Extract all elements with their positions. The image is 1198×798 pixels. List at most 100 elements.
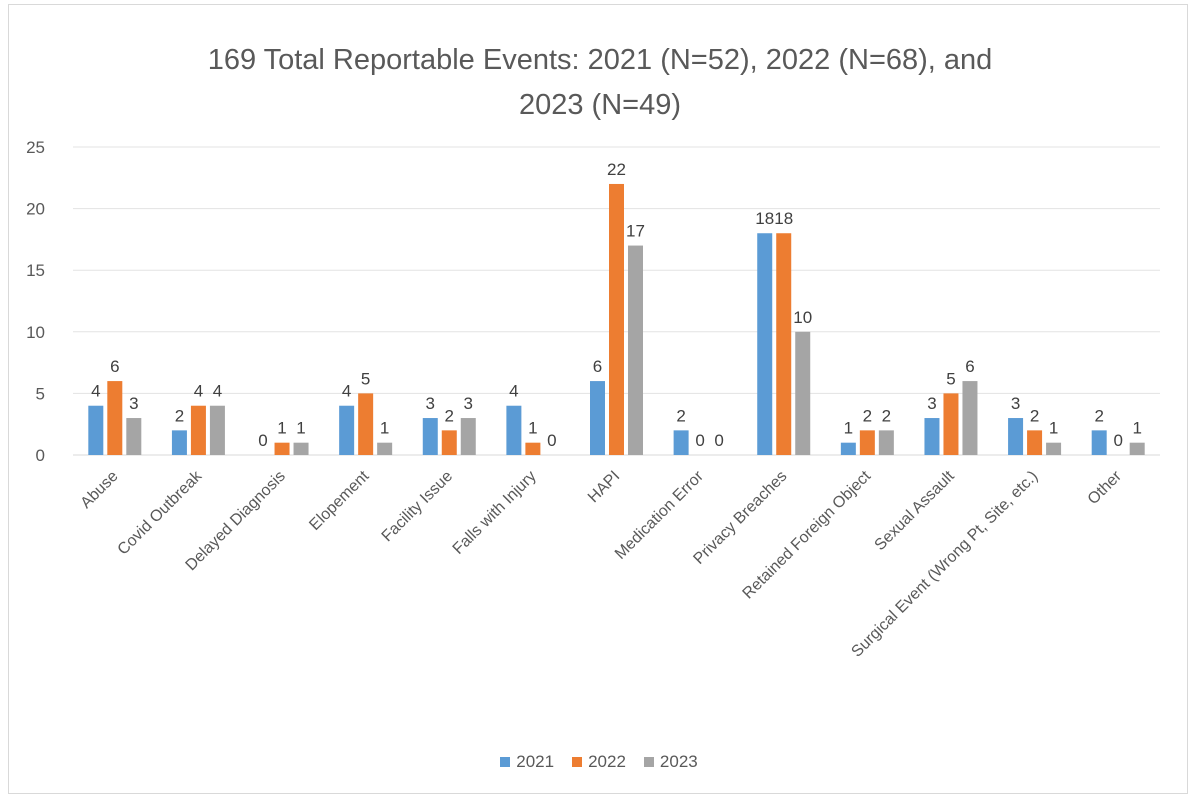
y-tick-label: 25 [26, 138, 45, 157]
category-label: Falls with Injury [450, 468, 540, 558]
bar-2023 [962, 381, 978, 455]
y-tick-label: 15 [26, 261, 45, 280]
data-label: 0 [695, 431, 704, 450]
data-label: 3 [129, 394, 138, 413]
data-label: 5 [361, 369, 370, 388]
category-label: Privacy Breaches [691, 468, 791, 568]
data-label: 0 [258, 431, 267, 450]
legend-label: 2023 [659, 752, 698, 771]
data-label: 1 [1049, 419, 1058, 438]
category-label: Elopement [306, 467, 373, 534]
bar-2021 [171, 430, 187, 455]
chart-title-line-1: 169 Total Reportable Events: 2021 (N=52)… [207, 44, 993, 76]
category-label: Sexual Assault [872, 467, 959, 554]
category-label: Covid Outbreak [115, 467, 206, 558]
data-label: 2 [882, 406, 891, 425]
bar-2021 [88, 405, 104, 455]
data-label: 4 [342, 382, 351, 401]
data-label: 6 [593, 357, 602, 376]
bar-2021 [1008, 418, 1024, 455]
data-label: 2 [445, 406, 454, 425]
bar-2023 [1129, 442, 1145, 455]
data-label: 1 [1132, 419, 1141, 438]
bar-2023 [795, 331, 811, 455]
bar-2021 [924, 418, 940, 455]
bar-2023 [1046, 442, 1062, 455]
legend-item-2021: 2021 [500, 752, 554, 772]
y-tick-label: 0 [36, 446, 45, 465]
data-label: 4 [509, 382, 518, 401]
y-tick-label: 5 [36, 384, 45, 403]
data-label: 5 [946, 369, 955, 388]
bar-2023 [628, 245, 643, 455]
data-label: 1 [380, 419, 389, 438]
data-label: 1 [277, 419, 286, 438]
category-label: Abuse [78, 468, 122, 512]
data-label: 2 [863, 406, 872, 425]
legend-item-2023: 2023 [643, 752, 698, 772]
data-label: 10 [793, 308, 812, 327]
data-label: 0 [547, 431, 556, 450]
bar-2021 [590, 381, 605, 455]
legend-swatch [643, 757, 654, 767]
bar-2023 [460, 418, 476, 455]
category-label: Other [1085, 467, 1126, 508]
bar-2023 [209, 405, 225, 455]
data-label: 4 [194, 382, 203, 401]
data-label: 17 [626, 222, 645, 241]
y-tick-label: 20 [26, 200, 45, 219]
legend-label: 2021 [516, 752, 555, 771]
bar-2022 [358, 393, 374, 455]
bar-2023 [878, 430, 894, 455]
legend-swatch [572, 757, 583, 767]
bar-2021 [757, 233, 773, 455]
data-label: 2 [676, 406, 685, 425]
y-tick-label: 10 [26, 323, 45, 342]
data-label: 1 [528, 419, 537, 438]
bar-2022 [274, 442, 290, 455]
legend-item-2022: 2022 [572, 752, 626, 772]
data-label: 0 [1113, 431, 1122, 450]
bar-2022 [609, 183, 624, 455]
data-label: 4 [91, 382, 100, 401]
data-label: 1 [844, 419, 853, 438]
bar-2022 [525, 442, 541, 455]
bar-2022 [859, 430, 875, 455]
category-label: HAPI [585, 468, 623, 506]
data-label: 2 [175, 406, 184, 425]
bar-2022 [441, 430, 457, 455]
data-label: 0 [714, 431, 723, 450]
bar-2022 [943, 393, 959, 455]
bar-2023 [293, 442, 309, 455]
bar-2022 [190, 405, 206, 455]
data-label: 6 [110, 357, 119, 376]
data-label: 3 [927, 394, 936, 413]
bar-2023 [126, 418, 142, 455]
data-label: 18 [774, 209, 793, 228]
data-label: 18 [755, 209, 774, 228]
category-label: Medication Error [612, 467, 707, 562]
chart-title: 169 Total Reportable Events: 2021 (N=52)… [120, 38, 1080, 128]
data-label: 3 [1011, 394, 1020, 413]
legend-label: 2022 [588, 752, 626, 771]
bar-2021 [506, 405, 522, 455]
bar-2022 [776, 233, 792, 455]
bar-2021 [339, 405, 355, 455]
chart-legend: 2021 2022 2023 [0, 752, 1198, 772]
bar-2022 [107, 381, 123, 455]
data-label: 6 [965, 357, 974, 376]
bar-2021 [1091, 430, 1107, 455]
data-label: 1 [296, 419, 305, 438]
data-label: 4 [213, 382, 222, 401]
data-label: 3 [464, 394, 473, 413]
data-label: 3 [426, 394, 435, 413]
bar-2023 [377, 442, 393, 455]
legend-swatch [500, 757, 511, 767]
data-label: 2 [1094, 406, 1103, 425]
chart-title-line-2: 2023 (N=49) [518, 89, 682, 121]
data-label: 22 [607, 160, 626, 179]
bar-2021 [840, 442, 856, 455]
bar-2022 [1027, 430, 1043, 455]
bar-2021 [422, 418, 438, 455]
